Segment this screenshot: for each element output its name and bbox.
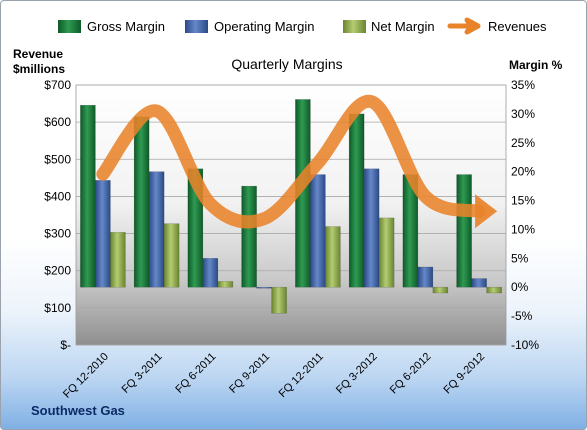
left-tick-label: $600 bbox=[44, 115, 71, 129]
legend-label-operating-margin: Operating Margin bbox=[214, 19, 314, 34]
revenues-point bbox=[156, 110, 158, 112]
right-axis-ticks: -10% -5% 0% 5% 10% 15% 20% 25% 30% 35% bbox=[511, 78, 539, 352]
left-tick-label: $- bbox=[60, 338, 71, 352]
left-axis-label-line1: Revenue bbox=[13, 47, 63, 61]
x-axis-labels: FQ 12-2010 FQ 3-2011 FQ 6-2011 FQ 9-2011 FQ … bbox=[61, 351, 487, 401]
legend: Gross Margin Operating Margin Net Margin… bbox=[58, 17, 547, 35]
revenues-line-arrowhead bbox=[475, 194, 498, 229]
legend-swatch-operating-margin bbox=[185, 20, 208, 33]
legend-label-revenues: Revenues bbox=[488, 19, 547, 34]
net-margin-bar bbox=[271, 286, 287, 314]
gross-margin-bar bbox=[241, 185, 257, 288]
operating-margin-bar bbox=[363, 168, 380, 288]
left-axis-ticks: $- $100 $200 $300 $400 $500 $600 $700 bbox=[44, 78, 71, 352]
net-margin-bar bbox=[163, 223, 180, 288]
operating-margin-bar bbox=[471, 278, 487, 288]
legend-swatch-net-margin bbox=[343, 20, 366, 33]
right-axis-label: Margin % bbox=[509, 58, 563, 72]
operating-margin-bar bbox=[95, 180, 111, 288]
gross-margin-bar bbox=[133, 116, 150, 288]
revenues-point bbox=[424, 195, 426, 197]
left-tick-label: $100 bbox=[44, 301, 71, 315]
left-tick-label: $400 bbox=[44, 189, 71, 203]
right-tick-label: 5% bbox=[511, 251, 529, 265]
revenues-point bbox=[209, 203, 211, 205]
x-tick-label: FQ 6-2011 bbox=[173, 351, 218, 396]
legend-label-gross-margin: Gross Margin bbox=[87, 19, 165, 34]
revenues-point bbox=[263, 218, 265, 220]
revenues-point bbox=[371, 101, 373, 103]
gross-margin-bar bbox=[80, 104, 96, 288]
net-margin-bar bbox=[325, 226, 341, 288]
right-tick-label: 20% bbox=[511, 165, 535, 179]
revenue-line-layer bbox=[96, 95, 498, 229]
x-tick-label: FQ 3-2011 bbox=[120, 351, 165, 396]
legend-swatch-revenues bbox=[447, 17, 481, 35]
revenues-point bbox=[102, 173, 104, 175]
right-tick-label: 15% bbox=[511, 194, 535, 208]
right-tick-label: 10% bbox=[511, 222, 535, 236]
x-tick-label: FQ 6-2012 bbox=[388, 351, 434, 397]
x-tick-label: FQ 12-2011 bbox=[277, 351, 326, 400]
operating-margin-bar bbox=[202, 258, 219, 288]
revenues-point bbox=[317, 162, 319, 164]
net-margin-bar bbox=[217, 281, 234, 288]
chart-title: Quarterly Margins bbox=[231, 56, 342, 72]
revenues-point bbox=[478, 210, 480, 212]
x-tick-label: FQ 9-2011 bbox=[227, 351, 272, 396]
x-tick-label: FQ 9-2012 bbox=[442, 351, 488, 397]
gross-margin-bar bbox=[456, 174, 472, 288]
right-tick-label: -10% bbox=[511, 338, 539, 352]
right-tick-label: -5% bbox=[511, 309, 533, 323]
company-name: Southwest Gas bbox=[31, 403, 125, 418]
left-axis-label-line2: $millions bbox=[13, 62, 65, 76]
operating-margin-bar bbox=[148, 171, 165, 288]
left-tick-label: $700 bbox=[44, 78, 71, 92]
gross-margin-bar bbox=[348, 113, 365, 288]
net-margin-bar bbox=[110, 232, 126, 288]
x-tick-label: FQ 3-2012 bbox=[334, 351, 380, 397]
net-margin-bar bbox=[432, 286, 449, 294]
operating-margin-bar bbox=[310, 174, 326, 288]
left-tick-label: $300 bbox=[44, 227, 71, 241]
legend-swatch-gross-margin bbox=[58, 20, 81, 33]
operating-margin-bar bbox=[256, 286, 272, 289]
net-margin-bar bbox=[378, 217, 395, 288]
x-tick-label: FQ 12-2010 bbox=[61, 351, 111, 401]
bars bbox=[80, 99, 502, 314]
right-tick-label: 30% bbox=[511, 107, 535, 121]
revenues-line bbox=[96, 95, 486, 229]
right-tick-label: 35% bbox=[511, 78, 535, 92]
legend-label-net-margin: Net Margin bbox=[371, 19, 435, 34]
left-tick-label: $200 bbox=[44, 264, 71, 278]
right-tick-label: 25% bbox=[511, 136, 535, 150]
right-tick-label: 0% bbox=[511, 280, 529, 294]
left-tick-label: $500 bbox=[44, 152, 71, 166]
net-margin-bar bbox=[486, 286, 502, 294]
operating-margin-bar bbox=[417, 266, 434, 288]
